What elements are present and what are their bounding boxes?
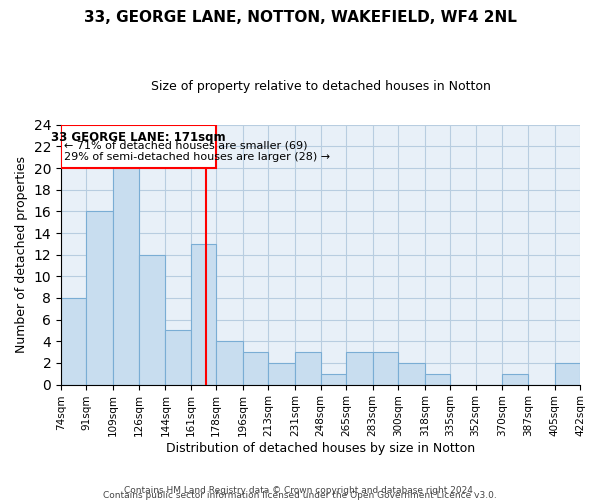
Text: Contains public sector information licensed under the Open Government Licence v3: Contains public sector information licen… bbox=[103, 490, 497, 500]
Text: 29% of semi-detached houses are larger (28) →: 29% of semi-detached houses are larger (… bbox=[64, 152, 330, 162]
Bar bbox=[398, 363, 425, 384]
Bar bbox=[191, 244, 216, 384]
Bar bbox=[86, 212, 113, 384]
Text: 33, GEORGE LANE, NOTTON, WAKEFIELD, WF4 2NL: 33, GEORGE LANE, NOTTON, WAKEFIELD, WF4 … bbox=[83, 10, 517, 25]
Bar bbox=[243, 352, 268, 384]
Bar bbox=[61, 298, 86, 384]
Y-axis label: Number of detached properties: Number of detached properties bbox=[15, 156, 28, 353]
Text: Contains HM Land Registry data © Crown copyright and database right 2024.: Contains HM Land Registry data © Crown c… bbox=[124, 486, 476, 495]
Bar bbox=[166, 330, 191, 384]
Bar bbox=[320, 374, 346, 384]
Bar bbox=[268, 363, 295, 384]
Bar bbox=[346, 352, 373, 384]
X-axis label: Distribution of detached houses by size in Notton: Distribution of detached houses by size … bbox=[166, 442, 475, 455]
Bar bbox=[373, 352, 398, 384]
Bar bbox=[61, 124, 216, 168]
Bar bbox=[216, 342, 243, 384]
Bar bbox=[139, 254, 166, 384]
Text: ← 71% of detached houses are smaller (69): ← 71% of detached houses are smaller (69… bbox=[64, 141, 308, 151]
Bar bbox=[113, 168, 139, 384]
Bar bbox=[295, 352, 320, 384]
Bar bbox=[425, 374, 450, 384]
Bar bbox=[554, 363, 580, 384]
Title: Size of property relative to detached houses in Notton: Size of property relative to detached ho… bbox=[151, 80, 490, 93]
Text: 33 GEORGE LANE: 171sqm: 33 GEORGE LANE: 171sqm bbox=[51, 131, 226, 144]
Bar bbox=[502, 374, 528, 384]
